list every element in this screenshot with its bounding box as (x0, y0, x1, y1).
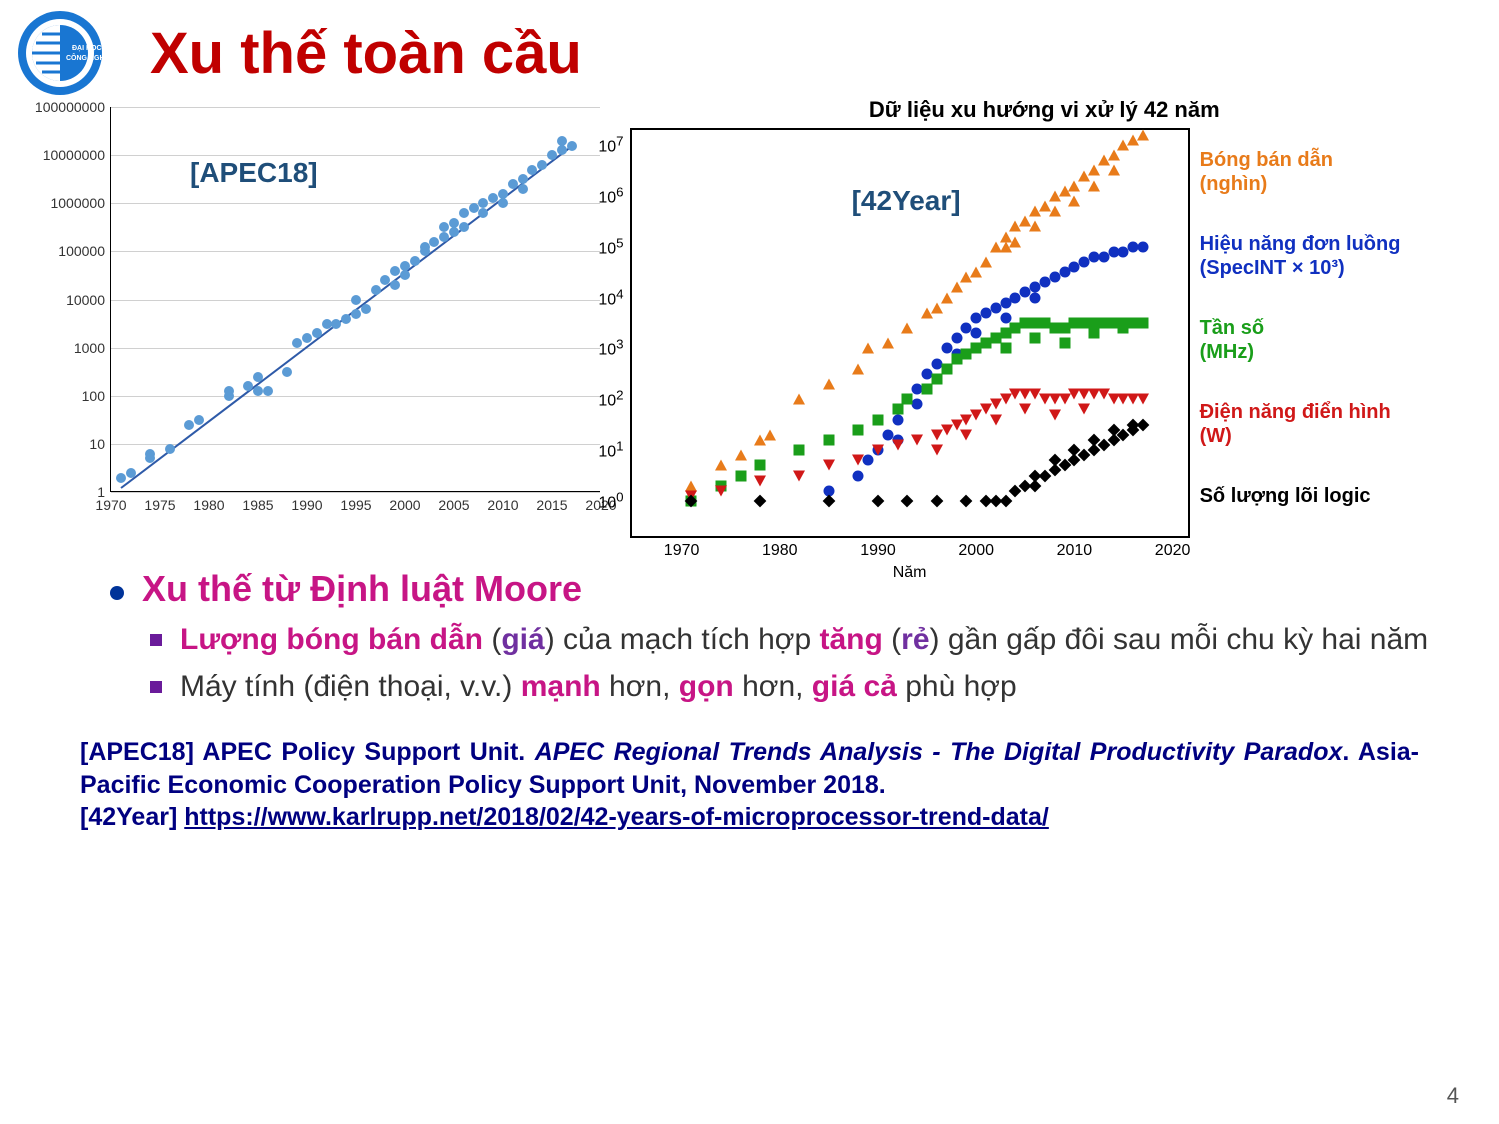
t: phù hợp (897, 670, 1017, 703)
legend-item: Bóng bán dẫn(nghìn) (1200, 148, 1401, 196)
t: hơn, (601, 670, 679, 703)
t: [APEC18] APEC Policy Support Unit. (80, 738, 535, 766)
bullet-l2-text: Máy tính (điện thoại, v.v.) mạnh hơn, gọ… (180, 667, 1017, 706)
t: rẻ (901, 623, 929, 656)
t: [42Year] (80, 803, 184, 831)
svg-text:ĐẠI HỌC: ĐẠI HỌC (72, 45, 102, 52)
t: mạnh (521, 670, 601, 703)
bullet-moore-law: Xu thế từ Định luật Moore (110, 568, 1459, 610)
legend-item: Hiệu năng đơn luồng(SpecINT × 10³) (1200, 232, 1401, 280)
bullet-transistor-count: Lượng bóng bán dẫn (giá) của mạch tích h… (150, 620, 1459, 659)
t: ( (483, 623, 501, 656)
legend-item: Tần số(MHz) (1200, 316, 1401, 364)
t: ) gần gấp đôi sau mỗi chu kỳ hai năm (930, 623, 1429, 656)
chart-apec18: 1101001000100001000001000000100000001000… (40, 97, 610, 532)
bullet-l1-text: Xu thế từ Định luật Moore (142, 568, 582, 610)
ref-apec18: [APEC18] APEC Policy Support Unit. APEC … (80, 736, 1419, 801)
ref-42year: [42Year] https://www.karlrupp.net/2018/0… (80, 801, 1419, 834)
t: ) của mạch tích hợp (545, 623, 820, 656)
bullet-l2-text: Lượng bóng bán dẫn (giá) của mạch tích h… (180, 620, 1428, 659)
svg-text:CÔNG NGHỆ: CÔNG NGHỆ (66, 53, 110, 62)
chart-42year-container: Dữ liệu xu hướng vi xử lý 42 năm [42Year… (630, 97, 1459, 538)
bullet-square-icon (150, 634, 162, 646)
ref-url: https://www.karlrupp.net/2018/02/42-year… (184, 803, 1049, 831)
chart2-title: Dữ liệu xu hướng vi xử lý 42 năm (630, 97, 1459, 123)
t: Lượng bóng bán dẫn (180, 623, 483, 656)
legend-item: Điện năng điển hình(W) (1200, 400, 1401, 448)
legend-item: Số lượng lõi logic (1200, 484, 1401, 508)
t: tăng (820, 623, 883, 656)
page-number: 4 (1447, 1083, 1459, 1109)
t: giá (501, 623, 544, 656)
t: gọn (679, 670, 734, 703)
references: [APEC18] APEC Policy Support Unit. APEC … (80, 736, 1419, 834)
chart2-legend: Bóng bán dẫn(nghìn) Hiệu năng đơn luồng(S… (1190, 148, 1401, 508)
t: Máy tính (điện thoại, v.v.) (180, 670, 521, 703)
chart1-label: [APEC18] (190, 157, 318, 189)
t: giá cả (812, 670, 897, 703)
t: APEC Regional Trends Analysis - The Digi… (535, 738, 1343, 766)
university-logo: ĐẠI HỌC CÔNG NGHỆ (10, 8, 110, 98)
t: hơn, (734, 670, 812, 703)
t: ( (883, 623, 901, 656)
chart2-label: [42Year] (852, 185, 961, 217)
chart-42year: [42Year] 1001011021031041051061071970198… (630, 128, 1190, 538)
slide-title: Xu thế toàn cầu (150, 20, 1459, 87)
bullet-computer-power: Máy tính (điện thoại, v.v.) mạnh hơn, gọ… (150, 667, 1459, 706)
bullet-square-icon (150, 681, 162, 693)
bullet-dot-icon (110, 586, 124, 600)
bullet-list: Xu thế từ Định luật Moore Lượng bóng bán… (110, 568, 1459, 706)
